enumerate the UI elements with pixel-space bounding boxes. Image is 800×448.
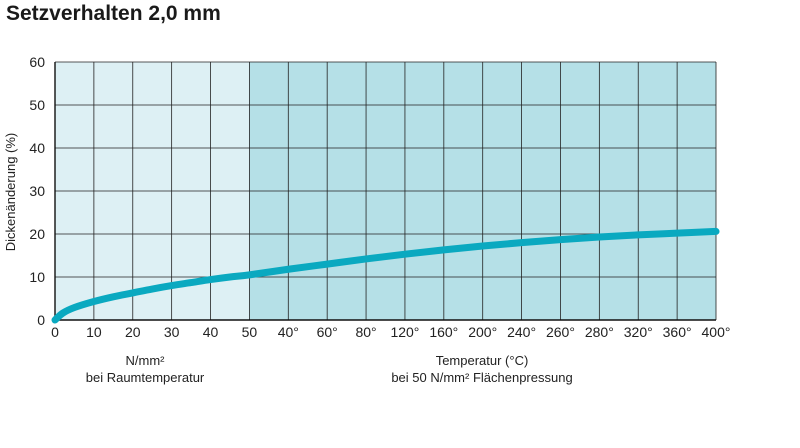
y-tick-label: 10 (29, 269, 45, 285)
y-tick-label: 20 (29, 226, 45, 242)
y-tick-label: 40 (29, 140, 45, 156)
temperature-axis-sublabel: bei 50 N/mm² Flächenpressung (391, 370, 572, 385)
y-tick-label: 0 (37, 312, 45, 328)
pressure-axis-label: N/mm² (126, 353, 166, 368)
temperature-tick-label: 60° (317, 324, 338, 340)
temperature-tick-label: 360° (663, 324, 692, 340)
temperature-tick-label: 280° (585, 324, 614, 340)
x-axis-ticks: 0 10 20 30 40 50 40° 60° 80° 120° 160° 200° 240° 260°… (51, 324, 730, 340)
pressure-tick-label: 20 (125, 324, 141, 340)
pressure-tick-label: 0 (51, 324, 59, 340)
curve-layer (51, 227, 720, 324)
temperature-tick-label: 40° (278, 324, 299, 340)
y-axis-label: Dickenänderung (%) (3, 133, 18, 252)
temperature-tick-label: 200° (468, 324, 497, 340)
temperature-tick-label: 260° (546, 324, 575, 340)
chart-title: Setzverhalten 2,0 mm (6, 2, 221, 25)
y-tick-label: 60 (29, 54, 45, 70)
y-axis-ticks: 0 10 20 30 40 50 60 (29, 54, 45, 328)
pressure-axis-sublabel: bei Raumtemperatur (86, 370, 205, 385)
temperature-axis-label: Temperatur (°C) (436, 353, 529, 368)
pressure-tick-label: 30 (164, 324, 180, 340)
pressure-tick-label: 10 (86, 324, 102, 340)
temperature-tick-label: 160° (429, 324, 458, 340)
series-curve (51, 227, 720, 324)
y-tick-label: 30 (29, 183, 45, 199)
temperature-tick-label: 240° (507, 324, 536, 340)
temperature-tick-label: 80° (355, 324, 376, 340)
temperature-tick-label: 320° (624, 324, 653, 340)
temperature-tick-label: 120° (390, 324, 419, 340)
pressure-tick-label: 40 (203, 324, 219, 340)
y-tick-label: 50 (29, 97, 45, 113)
pressure-tick-label: 50 (242, 324, 258, 340)
temperature-tick-label: 400° (702, 324, 731, 340)
